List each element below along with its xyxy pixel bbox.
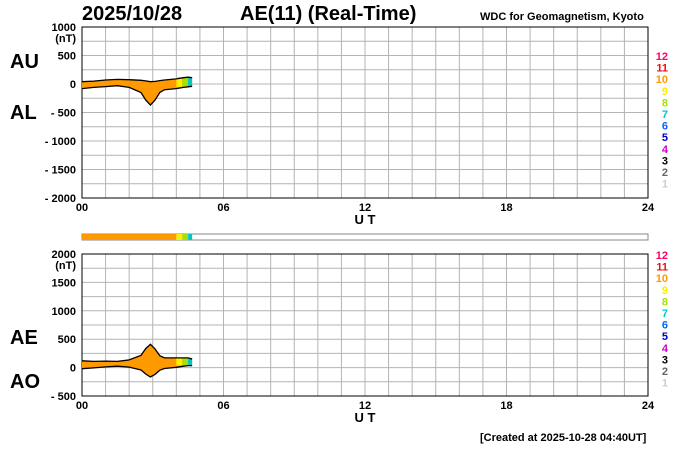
station-count-label: 6	[662, 121, 668, 133]
y-tick-label: 1000	[52, 22, 76, 34]
plot-frame	[81, 253, 649, 397]
y-tick-label: - 1500	[45, 165, 76, 177]
x-tick-label: 06	[217, 202, 229, 214]
series-line-ao	[81, 364, 193, 378]
institution-label: WDC for Geomagnetism, Kyoto	[480, 11, 644, 23]
series-label-ae: AE	[10, 327, 38, 349]
station-count-label: 12	[656, 51, 668, 63]
aeao-band-segment	[182, 357, 189, 366]
aeao-band-segment	[176, 357, 183, 366]
x-tick-label: 18	[500, 202, 512, 214]
y-tick-label: 500	[58, 334, 76, 346]
station-count-label: 8	[662, 296, 668, 308]
station-count-label: 11	[656, 262, 668, 274]
x-axis-label: U T	[355, 212, 376, 227]
y-tick-label: 0	[70, 79, 76, 91]
plot-frame	[81, 26, 649, 199]
x-tick-label: 18	[500, 400, 512, 412]
y-tick-label: 1500	[52, 277, 76, 289]
station-bar-segment	[82, 234, 177, 240]
series-line-ae	[81, 343, 193, 363]
chart-title: AE(11) (Real-Time)	[240, 3, 417, 25]
station-count-label: 3	[662, 354, 668, 366]
aual-band	[82, 77, 193, 106]
station-count-label: 5	[662, 132, 668, 144]
y-unit-label: (nT)	[55, 260, 76, 272]
aual-band-segment	[176, 77, 183, 87]
series-line-al	[81, 85, 193, 107]
x-tick-label: 00	[76, 400, 88, 412]
grid	[81, 253, 649, 397]
station-count-label: 3	[662, 155, 668, 167]
station-count-label: 10	[656, 273, 668, 285]
station-count-label: 4	[662, 343, 669, 355]
grid	[81, 26, 649, 199]
x-tick-label: 24	[642, 202, 655, 214]
station-count-label: 10	[656, 74, 668, 86]
station-count-label: 5	[662, 331, 668, 343]
x-tick-label: 12	[359, 202, 371, 214]
station-bar-segment	[188, 234, 193, 240]
station-count-label: 2	[662, 167, 668, 179]
x-tick-label: 06	[217, 400, 229, 412]
station-count-label: 6	[662, 320, 668, 332]
station-count-label: 1	[662, 378, 668, 390]
station-count-label: 1	[662, 179, 668, 191]
x-axis-label: U T	[355, 410, 376, 425]
aeao-band	[82, 344, 193, 377]
y-tick-label: 1000	[52, 306, 76, 318]
station-count-label: 2	[662, 366, 668, 378]
station-count-label: 4	[662, 144, 669, 156]
y-tick-label: - 500	[51, 108, 76, 120]
series-line-au	[81, 76, 193, 83]
station-bar-segment	[182, 234, 189, 240]
y-unit-label: (nT)	[55, 33, 76, 45]
y-tick-label: 500	[58, 51, 76, 63]
y-tick-label: 0	[70, 363, 76, 375]
y-tick-label: - 500	[51, 391, 76, 403]
y-tick-label: - 2000	[45, 193, 76, 205]
station-count-label: 11	[656, 63, 668, 75]
aeao-band-segment	[188, 357, 193, 366]
station-count-label: 7	[662, 308, 668, 320]
series-label-au: AU	[10, 51, 39, 73]
created-timestamp: [Created at 2025-10-28 04:40UT]	[480, 432, 647, 444]
station-count-label: 7	[662, 109, 668, 121]
date-label: 2025/10/28	[82, 3, 183, 25]
x-tick-label: 00	[76, 202, 88, 214]
y-tick-label: 2000	[52, 249, 76, 261]
station-count-label: 8	[662, 97, 668, 109]
series-label-ao: AO	[10, 371, 40, 393]
station-count-label: 12	[656, 250, 668, 262]
station-count-bar	[81, 233, 649, 241]
x-tick-label: 12	[359, 400, 371, 412]
y-tick-label: - 1000	[45, 136, 76, 148]
station-count-label: 9	[662, 285, 668, 297]
aual-band-segment	[182, 77, 189, 87]
station-bar-segment	[176, 234, 183, 240]
series-label-al: AL	[10, 102, 37, 124]
aual-band-segment	[188, 77, 193, 87]
x-tick-label: 24	[642, 400, 655, 412]
station-count-label: 9	[662, 86, 668, 98]
